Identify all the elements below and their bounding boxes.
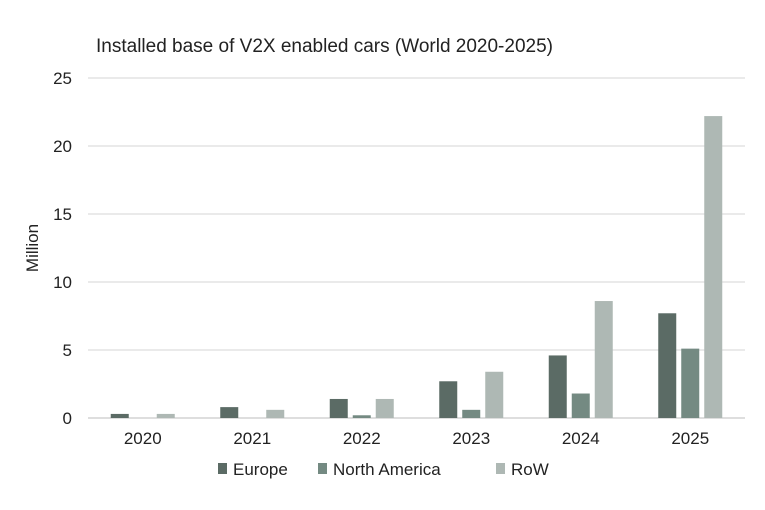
- legend-swatch-north-america: [318, 463, 327, 474]
- x-tick-label: 2023: [452, 429, 490, 448]
- y-tick-label: 5: [63, 341, 72, 360]
- legend-swatch-row: [496, 463, 505, 474]
- bar-north-america-2023: [462, 409, 481, 418]
- x-tick-label: 2024: [562, 429, 600, 448]
- y-tick-label: 20: [53, 137, 72, 156]
- bar-row-2025: [704, 116, 723, 418]
- bar-row-2022: [375, 398, 394, 418]
- gridlines: [88, 77, 745, 419]
- x-axis-ticks: 2020 2021 2022 2023 2024 2025: [124, 429, 709, 448]
- x-tick-label: 2025: [671, 429, 709, 448]
- x-tick-label: 2021: [233, 429, 271, 448]
- bar-europe-2022: [329, 398, 348, 418]
- y-tick-label: 25: [53, 69, 72, 88]
- bar-europe-2024: [548, 355, 567, 418]
- legend-label-row: RoW: [511, 460, 549, 479]
- legend-swatch-europe: [218, 463, 227, 474]
- x-tick-label: 2020: [124, 429, 162, 448]
- bar-row-2024: [594, 301, 613, 418]
- bar-europe-2021: [220, 407, 239, 418]
- y-axis-label: Million: [23, 224, 42, 272]
- bar-row-2020: [156, 413, 175, 418]
- x-tick-label: 2022: [343, 429, 381, 448]
- bar-north-america-2024: [571, 393, 590, 418]
- legend-label-north-america: North America: [333, 460, 441, 479]
- y-tick-label: 0: [63, 409, 72, 428]
- chart-title: Installed base of V2X enabled cars (Worl…: [96, 36, 553, 57]
- y-axis-ticks: 0 5 10 15 20 25: [53, 69, 72, 428]
- bars: [110, 116, 723, 418]
- bar-europe-2020: [110, 413, 129, 418]
- bar-row-2023: [485, 371, 504, 418]
- legend: Europe North America RoW: [218, 460, 549, 479]
- y-tick-label: 10: [53, 273, 72, 292]
- bar-row-2021: [266, 409, 285, 418]
- y-tick-label: 15: [53, 205, 72, 224]
- legend-label-europe: Europe: [233, 460, 288, 479]
- bar-north-america-2025: [681, 348, 700, 418]
- bar-europe-2023: [439, 381, 458, 418]
- bar-north-america-2022: [352, 415, 371, 418]
- bar-europe-2025: [658, 313, 677, 418]
